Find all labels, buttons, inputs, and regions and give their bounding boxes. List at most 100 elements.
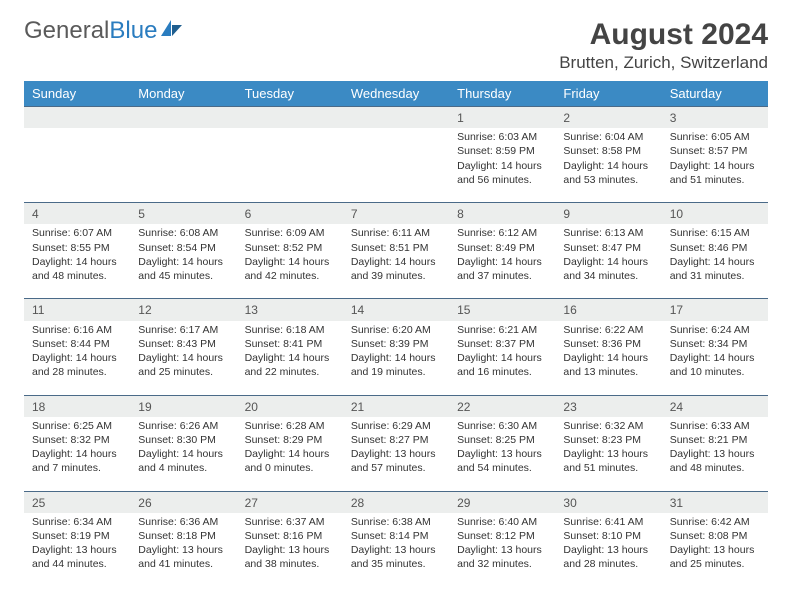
- day-number-cell: 18: [24, 395, 130, 417]
- daylight-text: Daylight: 14 hours and 51 minutes.: [670, 159, 760, 187]
- sunset-text: Sunset: 8:30 PM: [138, 433, 228, 447]
- sunset-text: Sunset: 8:49 PM: [457, 241, 547, 255]
- daylight-text: Daylight: 14 hours and 42 minutes.: [245, 255, 335, 283]
- sunset-text: Sunset: 8:39 PM: [351, 337, 441, 351]
- sunrise-text: Sunrise: 6:26 AM: [138, 419, 228, 433]
- weekday-header: Thursday: [449, 81, 555, 107]
- sunrise-text: Sunrise: 6:34 AM: [32, 515, 122, 529]
- day-number-cell: 1: [449, 107, 555, 129]
- daylight-text: Daylight: 13 hours and 25 minutes.: [670, 543, 760, 571]
- day-number-cell: 13: [237, 299, 343, 321]
- day-details-cell: Sunrise: 6:11 AMSunset: 8:51 PMDaylight:…: [343, 224, 449, 299]
- day-details-cell: Sunrise: 6:26 AMSunset: 8:30 PMDaylight:…: [130, 417, 236, 492]
- weekday-header: Sunday: [24, 81, 130, 107]
- sunrise-text: Sunrise: 6:11 AM: [351, 226, 441, 240]
- sunset-text: Sunset: 8:46 PM: [670, 241, 760, 255]
- day-number-cell: 4: [24, 203, 130, 225]
- day-number-cell: 15: [449, 299, 555, 321]
- day-number-cell: 16: [555, 299, 661, 321]
- daylight-text: Daylight: 14 hours and 0 minutes.: [245, 447, 335, 475]
- sunrise-text: Sunrise: 6:29 AM: [351, 419, 441, 433]
- daylight-text: Daylight: 13 hours and 57 minutes.: [351, 447, 441, 475]
- sunset-text: Sunset: 8:19 PM: [32, 529, 122, 543]
- sunrise-text: Sunrise: 6:20 AM: [351, 323, 441, 337]
- sunset-text: Sunset: 8:51 PM: [351, 241, 441, 255]
- sunset-text: Sunset: 8:21 PM: [670, 433, 760, 447]
- day-number-row: 25262728293031: [24, 491, 768, 513]
- daylight-text: Daylight: 14 hours and 19 minutes.: [351, 351, 441, 379]
- day-details-cell: Sunrise: 6:16 AMSunset: 8:44 PMDaylight:…: [24, 321, 130, 396]
- day-number-cell: 23: [555, 395, 661, 417]
- sunset-text: Sunset: 8:14 PM: [351, 529, 441, 543]
- daylight-text: Daylight: 14 hours and 25 minutes.: [138, 351, 228, 379]
- day-details-cell: Sunrise: 6:05 AMSunset: 8:57 PMDaylight:…: [662, 128, 768, 203]
- sunrise-text: Sunrise: 6:40 AM: [457, 515, 547, 529]
- daylight-text: Daylight: 14 hours and 37 minutes.: [457, 255, 547, 283]
- daylight-text: Daylight: 14 hours and 34 minutes.: [563, 255, 653, 283]
- day-number-cell: 25: [24, 491, 130, 513]
- day-details-cell: Sunrise: 6:38 AMSunset: 8:14 PMDaylight:…: [343, 513, 449, 587]
- day-details-row: Sunrise: 6:34 AMSunset: 8:19 PM Daylight:…: [24, 513, 768, 587]
- daylight-text: Daylight: 14 hours and 4 minutes.: [138, 447, 228, 475]
- sunset-text: Sunset: 8:58 PM: [563, 144, 653, 158]
- day-number-cell: 5: [130, 203, 236, 225]
- sunset-text: Sunset: 8:29 PM: [245, 433, 335, 447]
- day-number-cell: 11: [24, 299, 130, 321]
- day-number-cell: 6: [237, 203, 343, 225]
- daylight-text: Daylight: 13 hours and 35 minutes.: [351, 543, 441, 571]
- day-details-cell: Sunrise: 6:20 AMSunset: 8:39 PMDaylight:…: [343, 321, 449, 396]
- daylight-text: Daylight: 14 hours and 7 minutes.: [32, 447, 122, 475]
- daylight-text: Daylight: 14 hours and 53 minutes.: [563, 159, 653, 187]
- sunrise-text: Sunrise: 6:07 AM: [32, 226, 122, 240]
- day-number-cell: 24: [662, 395, 768, 417]
- sunrise-text: Sunrise: 6:09 AM: [245, 226, 335, 240]
- sunrise-text: Sunrise: 6:21 AM: [457, 323, 547, 337]
- day-number-cell: 7: [343, 203, 449, 225]
- day-number-cell: 22: [449, 395, 555, 417]
- sail-icon: [161, 20, 183, 43]
- daylight-text: Daylight: 14 hours and 48 minutes.: [32, 255, 122, 283]
- sunrise-text: Sunrise: 6:04 AM: [563, 130, 653, 144]
- daylight-text: Daylight: 14 hours and 13 minutes.: [563, 351, 653, 379]
- sunset-text: Sunset: 8:08 PM: [670, 529, 760, 543]
- calendar-table: SundayMondayTuesdayWednesdayThursdayFrid…: [24, 81, 768, 587]
- sunset-text: Sunset: 8:43 PM: [138, 337, 228, 351]
- day-number-cell: 26: [130, 491, 236, 513]
- day-number-cell: 20: [237, 395, 343, 417]
- sunrise-text: Sunrise: 6:32 AM: [563, 419, 653, 433]
- calendar-body: 1 23 Sunrise: 6:03 AMSunset: 8:59 PMDaylig…: [24, 107, 768, 587]
- sunrise-text: Sunrise: 6:36 AM: [138, 515, 228, 529]
- day-number-cell: 28: [343, 491, 449, 513]
- day-number-cell: 27: [237, 491, 343, 513]
- day-details-cell: Sunrise: 6:12 AMSunset: 8:49 PMDaylight:…: [449, 224, 555, 299]
- day-details-cell: Sunrise: 6:34 AMSunset: 8:19 PMDaylight:…: [24, 513, 130, 587]
- day-details-cell: Sunrise: 6:32 AMSunset: 8:23 PMDaylight:…: [555, 417, 661, 492]
- weekday-header: Wednesday: [343, 81, 449, 107]
- sunrise-text: Sunrise: 6:08 AM: [138, 226, 228, 240]
- sunset-text: Sunset: 8:27 PM: [351, 433, 441, 447]
- sunrise-text: Sunrise: 6:25 AM: [32, 419, 122, 433]
- sunrise-text: Sunrise: 6:18 AM: [245, 323, 335, 337]
- day-number-cell: 3: [662, 107, 768, 129]
- daylight-text: Daylight: 14 hours and 10 minutes.: [670, 351, 760, 379]
- sunrise-text: Sunrise: 6:28 AM: [245, 419, 335, 433]
- sunset-text: Sunset: 8:12 PM: [457, 529, 547, 543]
- sunset-text: Sunset: 8:34 PM: [670, 337, 760, 351]
- day-number-cell: 14: [343, 299, 449, 321]
- location: Brutten, Zurich, Switzerland: [559, 53, 768, 73]
- day-details-cell: Sunrise: 6:03 AMSunset: 8:59 PMDaylight:…: [449, 128, 555, 203]
- day-details-cell: Sunrise: 6:30 AMSunset: 8:25 PMDaylight:…: [449, 417, 555, 492]
- sunset-text: Sunset: 8:52 PM: [245, 241, 335, 255]
- weekday-header: Tuesday: [237, 81, 343, 107]
- day-number-cell: 8: [449, 203, 555, 225]
- sunrise-text: Sunrise: 6:42 AM: [670, 515, 760, 529]
- sunset-text: Sunset: 8:36 PM: [563, 337, 653, 351]
- sunrise-text: Sunrise: 6:17 AM: [138, 323, 228, 337]
- day-details-cell: Sunrise: 6:42 AMSunset: 8:08 PMDaylight:…: [662, 513, 768, 587]
- day-number-cell: 10: [662, 203, 768, 225]
- sunset-text: Sunset: 8:32 PM: [32, 433, 122, 447]
- sunrise-text: Sunrise: 6:16 AM: [32, 323, 122, 337]
- day-details-row: Sunrise: 6:16 AMSunset: 8:44 PMDaylight:…: [24, 321, 768, 396]
- sunrise-text: Sunrise: 6:30 AM: [457, 419, 547, 433]
- day-details-cell: Sunrise: 6:40 AMSunset: 8:12 PMDaylight:…: [449, 513, 555, 587]
